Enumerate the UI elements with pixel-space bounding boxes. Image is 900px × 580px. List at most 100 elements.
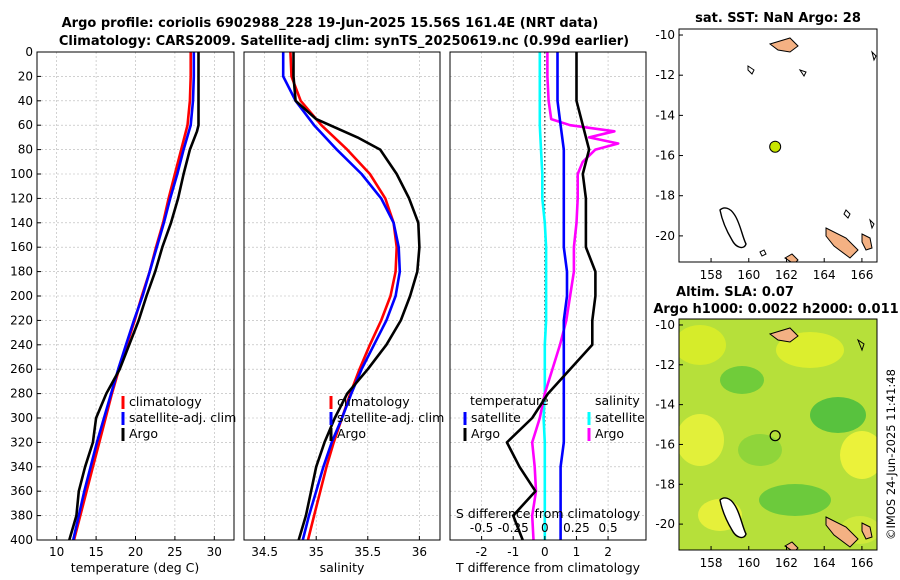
sla-blob <box>759 484 831 516</box>
depth-tick-label: 260 <box>10 362 33 376</box>
land-patch <box>784 541 799 550</box>
coastline <box>759 249 767 257</box>
lat-tick-label: -18 <box>655 477 675 491</box>
depth-tick-label: 200 <box>10 289 33 303</box>
coastline <box>798 69 807 77</box>
x-tick-label: 1 <box>573 545 581 559</box>
sla-blob <box>810 397 866 433</box>
depth-tick-label: 20 <box>18 69 33 83</box>
difference-axes-frame <box>449 51 647 541</box>
temperature-legend: climatology satellite-adj. clim Argo <box>121 394 236 441</box>
coastline <box>747 65 755 75</box>
land-patch <box>784 253 799 262</box>
lat-tick-label: -18 <box>655 189 675 203</box>
temperature-grid <box>37 51 234 541</box>
x-tick-label: -2 <box>476 545 488 559</box>
legend-label-argo-t: Argo <box>471 426 500 441</box>
depth-tick-label: 80 <box>18 143 33 157</box>
sst-map: 158 160 162 164 166 -10 -12 -14 -16 -18 -20 <box>655 28 878 282</box>
depth-tick-label: 380 <box>10 509 33 523</box>
t-difference-xlabel: T difference from climatology <box>455 560 641 575</box>
figure-title-line2: Climatology: CARS2009. Satellite-adj cli… <box>59 34 629 49</box>
x-tick-label: 0 <box>541 545 549 559</box>
lon-tick-label: 164 <box>813 268 836 282</box>
salinity-axes-frame <box>243 51 441 541</box>
sla-map: 158 160 162 164 166 -10 -12 -14 -16 -18 -20 <box>655 318 878 570</box>
series-line-satellite-adj-clim <box>71 52 196 540</box>
legend-label-argo-s: Argo <box>595 426 624 441</box>
x-tick-label: 25 <box>167 545 182 559</box>
lon-tick-label: 164 <box>813 556 836 570</box>
sla-blob <box>720 366 764 394</box>
lat-tick-label: -12 <box>655 68 675 82</box>
difference-grid <box>450 51 646 541</box>
legend-label-climatology: climatology <box>129 394 202 409</box>
lat-tick-label: -10 <box>655 318 675 332</box>
series-line-argo <box>68 52 200 540</box>
float-position-marker <box>769 430 781 442</box>
s-difference-xlabel: S difference from climatology <box>456 506 641 521</box>
lon-tick-label: 166 <box>850 268 873 282</box>
depth-tick-label: 140 <box>10 216 33 230</box>
sst-map-coastlines <box>719 37 877 262</box>
depth-tick-label: 40 <box>18 94 33 108</box>
lon-tick-label: 158 <box>700 556 723 570</box>
depth-tick-label: 300 <box>10 411 33 425</box>
float-position-marker <box>769 140 782 153</box>
lat-tick-label: -20 <box>655 229 675 243</box>
map-sla-title-line1: Altim. SLA: 0.07 <box>676 285 794 300</box>
x-tick-label: 20 <box>128 545 143 559</box>
sla-blob <box>738 434 782 466</box>
map-sla-title-line2: Argo h1000: 0.0022 h2000: 0.011 <box>653 302 898 317</box>
coastline <box>869 218 875 230</box>
depth-tick-label: 100 <box>10 167 33 181</box>
depth-tick-label: 0 <box>25 45 33 59</box>
s-tick-label: -0.25 <box>498 521 529 535</box>
land-patch-vanuatu <box>825 516 859 548</box>
land-patch-vanuatu <box>825 227 859 259</box>
sla-blob <box>776 332 844 368</box>
lon-tick-label: 160 <box>737 268 760 282</box>
s-tick-label: 0 <box>541 521 549 535</box>
depth-tick-label: 160 <box>10 240 33 254</box>
argo-s-difference-line <box>530 52 620 540</box>
coastline <box>843 209 851 219</box>
x-tick-label: 10 <box>49 545 64 559</box>
lat-tick-label: -16 <box>655 149 675 163</box>
satellite-t-difference-line <box>556 52 569 540</box>
sla-blob <box>679 325 726 365</box>
temperature-tick-labels: 10 15 20 25 30 <box>49 536 222 559</box>
salinity-tick-labels: 34.5 35 35.5 36 <box>251 536 427 559</box>
legend-label-satellite: satellite-adj. clim <box>337 410 444 425</box>
sla-map-tick-labels: 158 160 162 164 166 -10 -12 -14 -16 -18 -20 <box>655 318 873 570</box>
x-tick-label: -1 <box>507 545 519 559</box>
sst-map-tick-labels: 158 160 162 164 166 -10 -12 -14 -16 -18 -20 <box>655 28 873 282</box>
t-difference-tick-labels: -2 -1 0 1 2 <box>476 536 612 559</box>
sst-map-frame <box>678 28 878 263</box>
depth-tick-label: 320 <box>10 435 33 449</box>
x-tick-label: 34.5 <box>251 545 278 559</box>
legend-label-argo: Argo <box>337 426 366 441</box>
s-tick-label: 0.25 <box>563 521 590 535</box>
map-sst-title: sat. SST: NaN Argo: 28 <box>695 11 861 26</box>
depth-tick-label: 120 <box>10 191 33 205</box>
land-patch <box>768 327 799 343</box>
s-difference-tick-labels: -0.5 -0.25 0 0.25 0.5 <box>470 521 618 535</box>
sla-blob <box>840 431 877 479</box>
lat-tick-label: -10 <box>655 28 675 42</box>
depth-tick-label: 240 <box>10 338 33 352</box>
land-patch <box>861 522 873 540</box>
legend-header-salinity: salinity <box>595 393 640 408</box>
depth-tick-label: 220 <box>10 313 33 327</box>
series-line-satellite-adj-clim <box>281 52 402 540</box>
lat-tick-label: -20 <box>655 517 675 531</box>
land-patch <box>861 233 873 251</box>
temperature-lines <box>68 52 200 540</box>
lon-tick-label: 162 <box>775 556 798 570</box>
legend-label-satellite: satellite-adj. clim <box>129 410 236 425</box>
lon-tick-label: 166 <box>850 556 873 570</box>
lon-tick-label: 162 <box>775 268 798 282</box>
depth-tick-labels: 0 20 40 60 80 100 120 140 160 180 200 220 240 260 280 3… <box>10 45 41 547</box>
x-tick-label: 35.5 <box>354 545 381 559</box>
